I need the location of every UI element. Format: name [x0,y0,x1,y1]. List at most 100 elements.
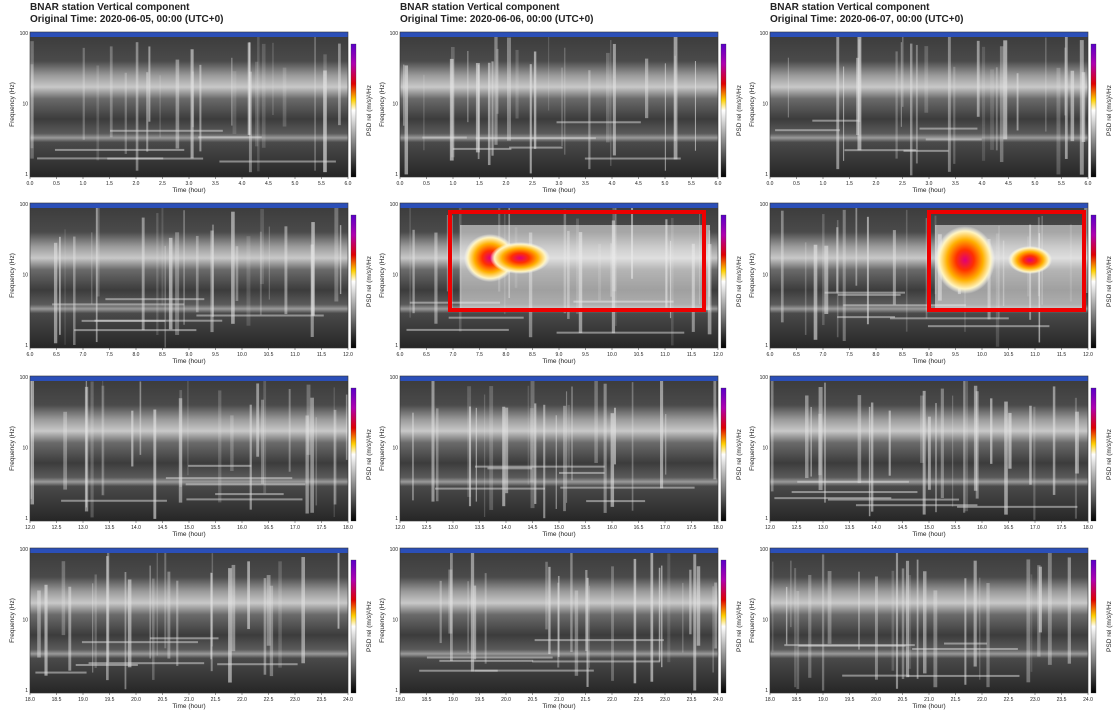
streak [257,36,260,172]
colorbar [1090,387,1097,522]
streak [187,379,189,476]
streak [923,571,927,674]
streak [976,40,980,117]
streak [434,232,438,324]
streak [1047,549,1052,665]
streak [530,377,535,509]
streak [310,397,314,513]
spectrogram [30,548,348,693]
streak [810,406,812,477]
x-tick-label: 12.0 [765,525,775,531]
band [54,148,185,151]
streak [248,71,252,173]
x-tick-label: 19.0 [818,697,828,703]
band [88,662,205,665]
x-tick-label: 20.5 [158,697,168,703]
streak [30,377,35,505]
x-tick-label: 2.5 [159,181,166,187]
x-tick-label: 6.0 [767,352,774,358]
x-tick-label: 2.0 [873,181,880,187]
streak [487,62,491,166]
band [186,498,303,501]
streak [235,246,239,301]
streak [475,407,477,502]
x-axis-label: Time (hour) [172,703,205,710]
streak [836,36,840,170]
x-tick-label: 7.5 [476,352,483,358]
streak [231,57,233,126]
x-tick-label: 21.5 [581,697,591,703]
band [474,465,605,468]
x-tick-label: 5.0 [662,181,669,187]
band [149,637,219,640]
streak [94,574,97,668]
streak [146,72,149,152]
x-tick-label: 12.0 [343,352,353,358]
streak [494,33,498,145]
x-axis-label: Time (hour) [912,703,945,710]
x-tick-label: 4.5 [265,181,272,187]
streak [61,561,66,636]
colorbar [720,387,727,522]
y-tick-label: 10 [392,102,398,108]
colorbar-label: PSD rel (m/s)²/Hz [736,601,743,652]
streak [190,49,194,159]
streak [334,206,339,302]
streak [603,383,607,513]
colorbar-label: PSD rel (m/s)²/Hz [736,256,743,307]
x-tick-label: 10.0 [607,352,617,358]
streak [606,52,610,143]
streak [780,210,784,323]
streak [905,209,908,332]
x-tick-label: 4.0 [609,181,616,187]
streak [964,578,967,685]
streak [179,390,183,488]
streak [167,571,171,659]
x-tick-label: 12.0 [713,352,723,358]
streak [59,236,61,335]
x-tick-label: 13.0 [78,525,88,531]
band [927,325,1050,328]
streak [249,404,252,510]
streak [1003,40,1008,140]
streak [908,575,912,669]
y-tick-label: 1 [765,516,768,522]
y-tick-label: 10 [22,446,28,452]
streak [467,581,469,654]
band [409,301,501,304]
streak [404,65,409,175]
band [217,663,298,666]
x-tick-label: 23.0 [1030,697,1040,703]
streak [613,407,616,465]
streak [261,43,266,148]
y-tick-label: 1 [25,172,28,178]
subtitle: Original Time: 2020-06-05, 00:00 (UTC+0) [30,14,224,25]
x-tick-label: 9.0 [556,352,563,358]
streak [586,577,589,687]
x-tick-label: 4.5 [635,181,642,187]
band [775,129,840,132]
top-bar [30,376,348,381]
streak [612,43,616,156]
streak [211,553,214,647]
colorbar [720,43,727,178]
x-tick-label: 2.5 [529,181,536,187]
y-tick-label: 100 [20,31,29,37]
streak [1008,412,1012,469]
streak [548,566,551,655]
y-tick-label: 1 [395,172,398,178]
streak [574,590,579,676]
event-blob [490,242,550,274]
spectrogram [770,32,1088,177]
x-tick-label: 17.5 [1057,525,1067,531]
band [439,659,534,662]
streak [210,572,212,660]
streak [272,42,274,116]
streak [631,382,634,511]
streak [210,572,213,672]
x-tick-label: 15.5 [951,525,961,531]
streak [435,408,439,502]
band [448,316,524,319]
x-tick-label: 23.5 [687,697,697,703]
streak [588,585,591,668]
